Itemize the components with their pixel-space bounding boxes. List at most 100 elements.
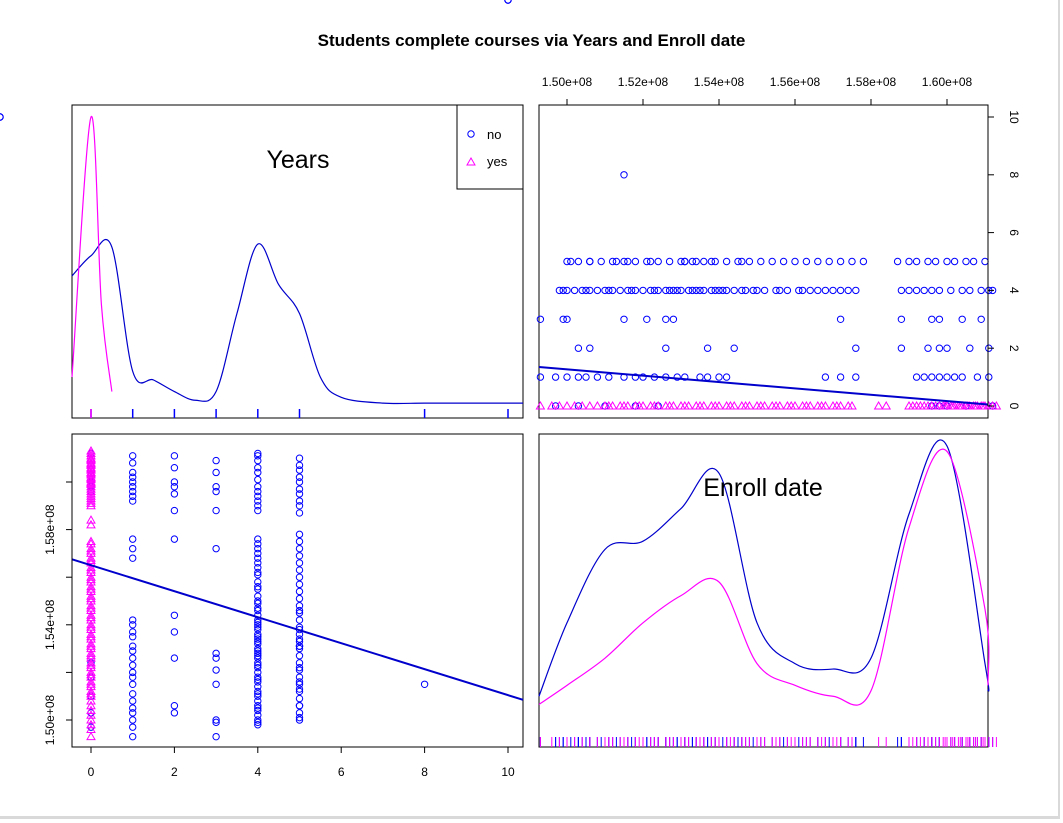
point-no [692, 286, 700, 295]
point-no [254, 475, 262, 484]
point-no [129, 680, 137, 688]
point-no [295, 713, 304, 722]
point-no [985, 373, 993, 381]
point-no [806, 286, 814, 295]
point-yes [86, 650, 96, 660]
point-no [848, 257, 856, 266]
point-no [212, 487, 220, 496]
point-no [719, 286, 727, 295]
point-no [295, 552, 304, 560]
point-yes [86, 460, 96, 469]
point-yes [603, 400, 614, 410]
point-no [129, 661, 137, 669]
point-yes [970, 400, 981, 410]
point-no [295, 716, 304, 724]
point-no [254, 682, 262, 691]
point-no [536, 373, 545, 381]
legend-box [456, 104, 524, 190]
point-no [254, 571, 262, 579]
point-yes [86, 648, 96, 657]
point-yes [978, 400, 988, 410]
x-tick-label-enroll-top: 1.56e+08 [770, 75, 821, 89]
point-no [722, 286, 731, 295]
point-no [905, 286, 913, 295]
point-no [254, 599, 262, 608]
point-yes [86, 450, 96, 460]
y-tick-label-enroll-left: 1.50e+08 [43, 694, 57, 745]
point-yes [86, 593, 96, 603]
point-no [586, 286, 594, 295]
point-no [776, 286, 784, 295]
point-no [129, 621, 137, 629]
point-no [738, 257, 746, 266]
panel-top-left [71, 104, 524, 419]
point-yes [86, 584, 96, 593]
diagonal-label-years: Years [266, 146, 329, 174]
point-no [608, 286, 617, 295]
point-yes [786, 400, 797, 410]
point-no [779, 257, 788, 266]
point-yes [535, 400, 546, 410]
point-no [768, 257, 776, 266]
point-no [254, 678, 262, 686]
point-yes [86, 691, 96, 700]
point-no [696, 286, 704, 295]
point-yes [86, 688, 96, 698]
point-no [772, 286, 780, 295]
point-no [958, 286, 966, 295]
point-yes [86, 622, 96, 631]
point-no [567, 257, 575, 266]
point-yes [86, 515, 96, 524]
legend-yes-marker [466, 156, 476, 166]
point-no [643, 257, 651, 266]
x-tick-label-enroll-top: 1.54e+08 [694, 75, 745, 89]
point-yes [86, 631, 96, 641]
x-tick-label-enroll-top: 1.58e+08 [846, 75, 897, 89]
point-no [129, 668, 137, 677]
point-yes [86, 657, 96, 667]
x-tick-label-years: 10 [501, 765, 515, 779]
point-yes [86, 610, 96, 619]
legend-no-marker [467, 130, 475, 138]
point-no [295, 594, 304, 603]
point-yes [86, 486, 96, 496]
point-no [821, 373, 830, 381]
point-no [935, 286, 944, 295]
point-no [170, 628, 179, 636]
point-no [254, 644, 262, 653]
point-no [254, 654, 262, 662]
point-no [582, 286, 590, 295]
point-no [608, 257, 617, 266]
point-no [814, 257, 822, 266]
point-no [707, 257, 716, 266]
points-years-vs-enroll [86, 0, 512, 741]
point-no [639, 286, 647, 295]
point-no [639, 373, 647, 381]
point-no [836, 315, 845, 323]
point-no [692, 257, 700, 266]
point-no [254, 697, 262, 705]
point-no [129, 497, 137, 505]
point-no [254, 583, 262, 591]
point-no [129, 478, 137, 486]
point-no [254, 706, 262, 715]
point-yes [86, 493, 96, 503]
point-yes [86, 695, 96, 705]
point-no [129, 616, 137, 624]
y-tick-label-enroll-left: 1.58e+08 [43, 504, 57, 555]
point-no [574, 257, 583, 266]
point-yes [86, 468, 96, 478]
point-no [703, 373, 712, 381]
point-yes [816, 400, 827, 410]
point-no [295, 497, 304, 505]
point-no [212, 544, 220, 553]
point-no [722, 257, 731, 266]
x-tick-label-enroll-top: 1.60e+08 [922, 75, 973, 89]
point-yes [86, 572, 96, 581]
y-tick-label-years-right: 4 [1007, 287, 1021, 294]
point-yes [86, 496, 96, 505]
point-no [254, 456, 262, 465]
point-no [958, 373, 966, 381]
